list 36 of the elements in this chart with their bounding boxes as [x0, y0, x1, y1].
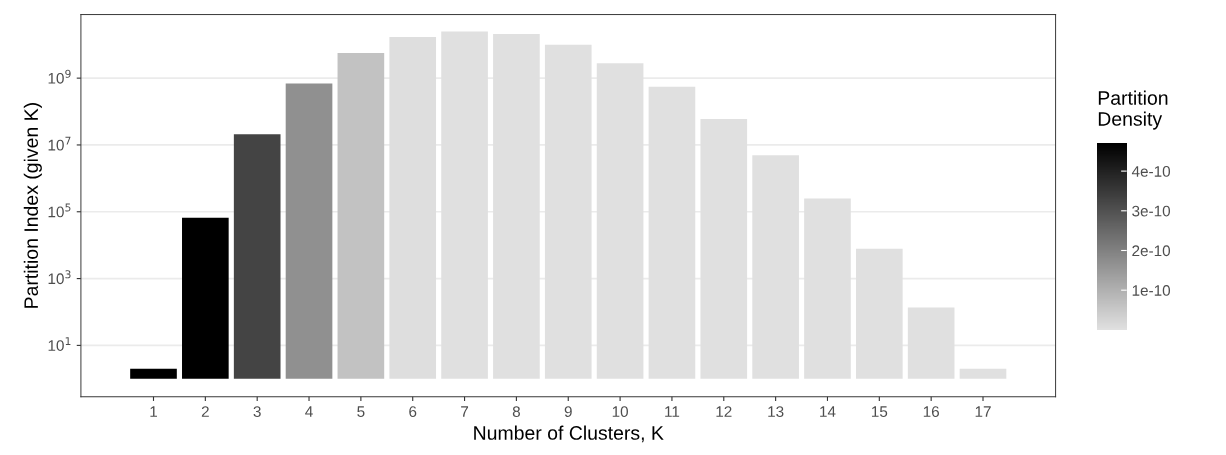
- x-tick-label: 14: [820, 406, 836, 417]
- bar: [130, 368, 177, 379]
- x-tick-label: 17: [975, 406, 991, 417]
- x-tick-label: 7: [461, 406, 469, 417]
- x-tick-label: 4: [305, 406, 313, 417]
- y-tick-label: 10$^{3}$: [48, 270, 71, 285]
- x-tick-label: 8: [512, 406, 520, 418]
- color-bar-label: 1e-10: [1132, 285, 1171, 296]
- x-tick-label: 1: [150, 406, 157, 417]
- bar: [182, 217, 229, 379]
- y-tick-label: 10$^{1}$: [48, 337, 71, 351]
- color-bar-title: Partition Density: [1098, 90, 1168, 130]
- y-tick-label: 10$^{5}$: [48, 203, 71, 218]
- x-tick-label: 12: [716, 406, 732, 417]
- bar: [389, 37, 437, 379]
- y-tick-label: 10$^{9}$: [48, 69, 71, 84]
- x-tick-label: 16: [923, 406, 939, 418]
- x-tick-label: 3: [253, 406, 261, 418]
- x-tick-label: 5: [357, 406, 365, 418]
- bar: [337, 52, 385, 379]
- color-bar-label: 3e-10: [1132, 205, 1171, 217]
- x-tick-label: 6: [409, 406, 417, 418]
- bar: [285, 83, 333, 379]
- x-tick-label: 15: [871, 406, 888, 418]
- color-bar-label: 4e-10: [1131, 165, 1171, 177]
- x-tick-label: 11: [665, 406, 680, 417]
- bar: [233, 134, 281, 379]
- x-tick-label: 9: [564, 406, 572, 418]
- x-tick-label: 13: [768, 406, 784, 418]
- y-axis-title: Partition Index (given K): [23, 103, 42, 308]
- bar: [959, 368, 1007, 379]
- y-tick-label: 10$^{7}$: [48, 136, 71, 151]
- color-bar-label: 2e-10: [1132, 245, 1171, 257]
- x-axis-title: Number of Clusters, K: [474, 425, 664, 443]
- x-tick-label: 2: [201, 406, 209, 417]
- x-tick-label: 10: [612, 406, 628, 418]
